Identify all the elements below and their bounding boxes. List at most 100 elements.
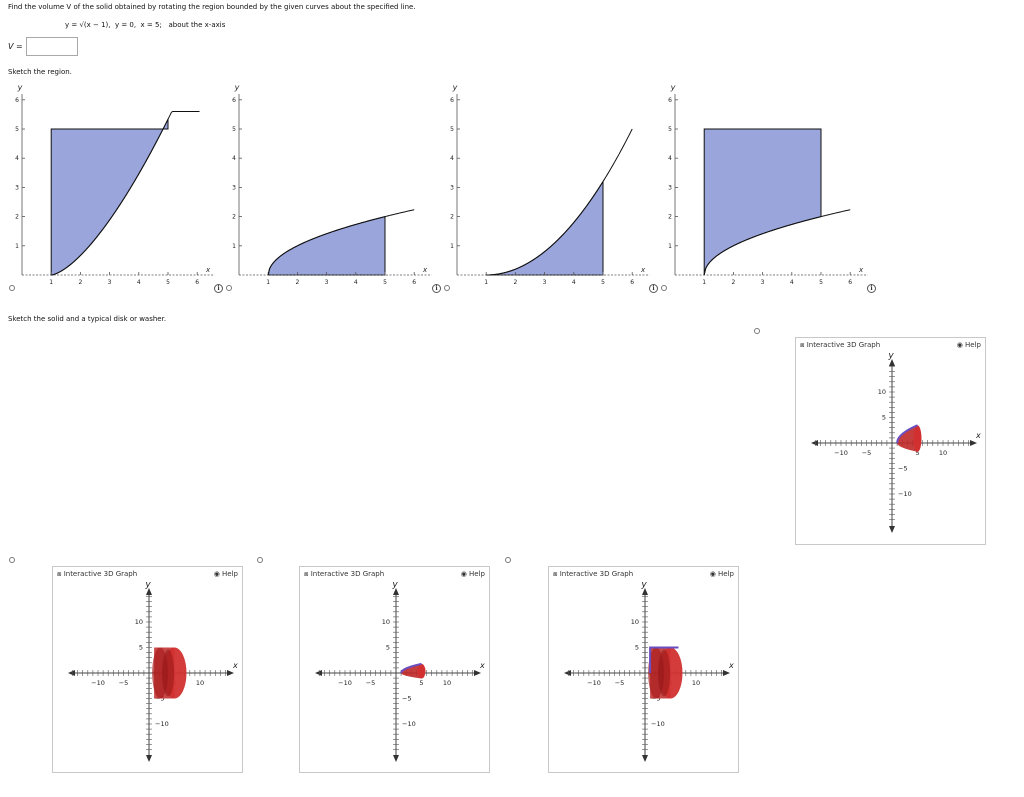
region-option-d-radio[interactable] xyxy=(661,285,667,291)
x-tick-label: −5 xyxy=(119,679,129,687)
x-tick-label: 2 xyxy=(731,279,735,286)
x-axis-label: x xyxy=(422,266,428,274)
help-link[interactable]: ◉ Help xyxy=(957,341,981,349)
region-option-a-info-icon[interactable]: i xyxy=(214,284,223,293)
problem-statement: Find the volume V of the solid obtained … xyxy=(8,3,416,11)
shaded-region xyxy=(267,215,386,276)
x-tick-label: 6 xyxy=(412,279,416,286)
cube-icon: ⧈ xyxy=(553,570,558,578)
region-option-b-info-icon[interactable]: i xyxy=(432,284,441,293)
region-option-b-radio[interactable] xyxy=(226,285,232,291)
y-tick-label: 2 xyxy=(15,214,19,221)
sketch-region-prompt: Sketch the region. xyxy=(8,68,72,76)
x-arrow-left-icon xyxy=(564,670,571,676)
region-option-c-info-icon[interactable]: i xyxy=(649,284,658,293)
y-tick-label: 10 xyxy=(135,618,143,626)
graph3d-title-text: Interactive 3D Graph xyxy=(310,570,385,578)
x-axis-label: x xyxy=(858,266,864,274)
graph3d-title: ⧈ Interactive 3D Graph xyxy=(800,341,880,350)
x-tick-label: −10 xyxy=(91,679,105,687)
x-tick-label: −10 xyxy=(587,679,601,687)
volume-answer-input[interactable] xyxy=(26,37,78,56)
x-tick-label: 5 xyxy=(819,279,823,286)
y-axis-label: y xyxy=(391,580,398,590)
region-outline xyxy=(400,662,422,674)
y-arrow-icon xyxy=(642,588,648,595)
y-arrow-icon xyxy=(889,359,895,366)
y-tick-label: −5 xyxy=(402,695,412,703)
y-tick-label: 4 xyxy=(450,155,454,162)
y-axis-label: y xyxy=(17,83,23,92)
volume-label: V = xyxy=(8,42,23,51)
solid-option-c-radio[interactable] xyxy=(505,557,511,563)
x-tick-label: 2 xyxy=(513,279,517,286)
x-arrow-left-icon xyxy=(68,670,75,676)
curve xyxy=(486,128,633,276)
y-axis-label: y xyxy=(452,83,458,92)
y-tick-label: 2 xyxy=(450,214,454,221)
y-tick-label: 5 xyxy=(15,126,19,133)
graph3d-panel-b[interactable]: ⧈ Interactive 3D Graph ◉ Help −10 −5 5 10 10… xyxy=(299,566,490,773)
region-option-d-info-icon[interactable]: i xyxy=(867,284,876,293)
x-tick-label: 3 xyxy=(108,279,112,286)
region-option-a-radio[interactable] xyxy=(9,285,15,291)
solid-option-a-radio[interactable] xyxy=(9,557,15,563)
graph3d-title-text: Interactive 3D Graph xyxy=(559,570,634,578)
region-option-c-radio[interactable] xyxy=(444,285,450,291)
y-tick-label: −10 xyxy=(651,720,665,728)
x-tick-label: −10 xyxy=(338,679,352,687)
y-tick-label: 6 xyxy=(668,97,672,104)
y-tick-label: −10 xyxy=(155,720,169,728)
y-tick-label: 4 xyxy=(15,155,19,162)
y-arrow-icon xyxy=(393,588,399,595)
help-icon: ◉ xyxy=(213,570,220,578)
x-tick-label: −5 xyxy=(862,449,872,457)
graph3d-panel-d[interactable]: ⧈ Interactive 3D Graph ◉ Help −10 −5 5 10 10… xyxy=(795,337,986,545)
y-tick-label: 3 xyxy=(668,184,672,191)
y-arrow-down-icon xyxy=(642,755,648,762)
solid-disk xyxy=(162,649,175,697)
x-tick-label: 4 xyxy=(572,279,576,286)
x-tick-label: 5 xyxy=(166,279,170,286)
equations-text: y = √(x − 1), y = 0, x = 5; xyxy=(65,21,162,29)
x-arrow-icon xyxy=(723,670,730,676)
graph3d-panel-a[interactable]: ⧈ Interactive 3D Graph ◉ Help −10 −5 5 10 10… xyxy=(52,566,243,773)
x-tick-label: 4 xyxy=(137,279,141,286)
x-tick-label: 5 xyxy=(419,679,423,687)
shaded-region xyxy=(50,119,169,276)
region-outline xyxy=(896,424,918,444)
y-tick-label: −5 xyxy=(898,465,908,473)
help-link[interactable]: ◉ Help xyxy=(710,570,734,578)
x-arrow-icon xyxy=(227,670,234,676)
solid-option-d-radio[interactable] xyxy=(754,328,760,334)
help-link[interactable]: ◉ Help xyxy=(214,570,238,578)
y-tick-label: 5 xyxy=(139,644,143,652)
y-tick-label: 5 xyxy=(882,414,886,422)
y-tick-label: 3 xyxy=(450,184,454,191)
y-tick-label: 3 xyxy=(15,184,19,191)
solid-option-b-radio[interactable] xyxy=(257,557,263,563)
x-axis-label: x xyxy=(232,661,238,670)
help-link[interactable]: ◉ Help xyxy=(461,570,485,578)
x-tick-label: −10 xyxy=(834,449,848,457)
graph3d-panel-c[interactable]: ⧈ Interactive 3D Graph ◉ Help −10 −5 5 10 10… xyxy=(548,566,739,773)
region-plot-b: 1 1 2 2 3 3 4 4 5 5 6 6 y x xyxy=(232,83,432,286)
graph3d-title: ⧈ Interactive 3D Graph xyxy=(57,570,137,579)
region-plot-c: 1 1 2 2 3 3 4 4 5 5 6 6 y x xyxy=(450,83,650,286)
y-tick-label: 4 xyxy=(232,155,236,162)
x-tick-label: 1 xyxy=(266,279,270,286)
x-tick-label: 5 xyxy=(383,279,387,286)
x-tick-label: −5 xyxy=(615,679,625,687)
graph3d-title: ⧈ Interactive 3D Graph xyxy=(553,570,633,579)
x-tick-label: 5 xyxy=(915,449,919,457)
y-axis-label: y xyxy=(887,351,894,361)
y-axis-label: y xyxy=(144,580,151,590)
y-arrow-icon xyxy=(146,588,152,595)
curve xyxy=(51,110,200,276)
x-tick-label: −5 xyxy=(366,679,376,687)
x-arrow-left-icon xyxy=(811,440,818,446)
